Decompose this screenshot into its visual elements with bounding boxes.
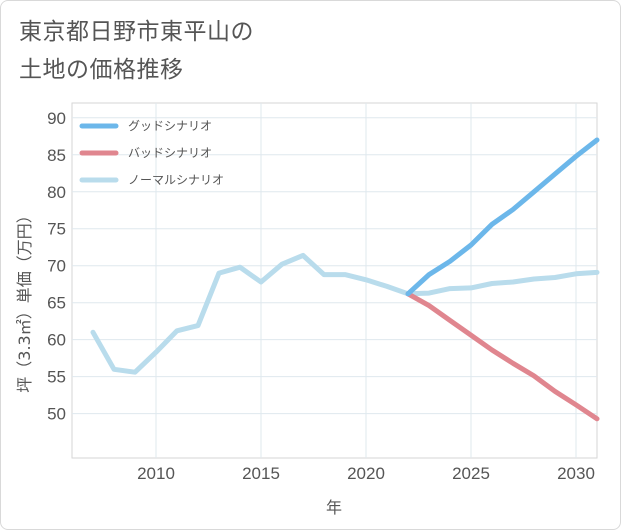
y-tick-label: 70 [47,257,66,276]
legend-label-1: バッドシナリオ [128,146,212,160]
series-line-0 [405,137,600,297]
y-tick-label: 50 [47,405,66,424]
series-line-2 [90,252,600,375]
x-axis-title: 年 [326,498,342,517]
x-tick-label: 2030 [557,464,595,483]
chart-title-line2: 土地の価格推移 [19,57,184,83]
series-line-1 [405,291,600,422]
x-axis-ticks: 2010 2015 2020 2025 2030 [137,464,595,483]
y-axis-ticks: 50 55 60 65 70 75 80 85 90 [47,109,66,424]
y-tick-label: 65 [47,294,66,313]
legend-label-2: ノーマルシナリオ [128,173,224,187]
y-tick-label: 90 [47,109,66,128]
y-tick-label: 80 [47,183,66,202]
chart-title-line1: 東京都日野市東平山の [19,19,254,45]
y-tick-label: 60 [47,331,66,350]
y-tick-label: 85 [47,146,66,165]
x-tick-label: 2025 [452,464,490,483]
x-tick-label: 2020 [347,464,385,483]
x-tick-label: 2015 [242,464,280,483]
y-tick-label: 75 [47,220,66,239]
series-lines [90,137,600,422]
chart-title: 東京都日野市東平山の 土地の価格推移 [19,13,439,89]
y-axis-title: 坪（3.3㎡）単価（万円） [15,207,34,392]
y-tick-label: 55 [47,368,66,387]
x-tick-label: 2010 [137,464,175,483]
legend-label-0: グッドシナリオ [128,119,212,133]
